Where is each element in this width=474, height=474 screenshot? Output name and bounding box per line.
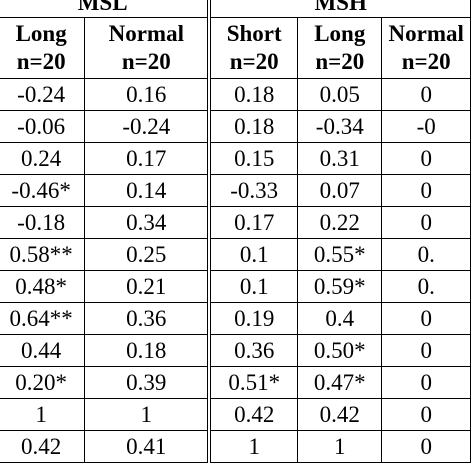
table-cell: 0.41 bbox=[84, 430, 212, 463]
table-cell: 0.58** bbox=[0, 238, 86, 271]
table-row: 0.44 0.18 0.36 0.50* 0 bbox=[0, 334, 471, 367]
table-cell: 0.18 bbox=[208, 110, 299, 143]
column-label: Long bbox=[15, 21, 67, 46]
table-cell: -0.18 bbox=[0, 206, 86, 239]
table-cell: 1 bbox=[297, 430, 383, 463]
table-cell: 0.05 bbox=[297, 78, 383, 111]
table-cell: 0.42 bbox=[297, 398, 383, 431]
table-row: -0.46* 0.14 -0.33 0.07 0 bbox=[0, 174, 471, 207]
table-cell: 0.42 bbox=[208, 398, 299, 431]
table-cell: 0 bbox=[381, 206, 471, 239]
table-cell: 0.19 bbox=[208, 302, 299, 335]
table-cell: 0.17 bbox=[208, 206, 299, 239]
table-cell: 0.1 bbox=[208, 238, 299, 271]
column-n: n=20 bbox=[401, 49, 451, 74]
column-header: Long n=20 bbox=[0, 17, 86, 79]
correlation-table: MSL MSH Long n=20 Normal n=20 Short n=20 Lo… bbox=[0, 0, 472, 463]
table-cell: 0.59* bbox=[297, 270, 383, 303]
table-cell: -0.46* bbox=[0, 174, 86, 207]
table-cell: 0.22 bbox=[297, 206, 383, 239]
table-cell: -0.06 bbox=[0, 110, 86, 143]
table-row: 0.48* 0.21 0.1 0.59* 0. bbox=[0, 270, 471, 303]
table-row: 0.64** 0.36 0.19 0.4 0 bbox=[0, 302, 471, 335]
table-row: -0.24 0.16 0.18 0.05 0 bbox=[0, 78, 471, 111]
column-label: Normal bbox=[388, 21, 464, 46]
table-row: 1 1 0.42 0.42 0 bbox=[0, 398, 471, 431]
table-cell: 0.36 bbox=[208, 334, 299, 367]
table-cell: 0.34 bbox=[84, 206, 212, 239]
table-cell: 0.18 bbox=[208, 78, 299, 111]
table-cell: 0.42 bbox=[0, 430, 86, 463]
table-cell: 1 bbox=[0, 398, 86, 431]
table-cell: 0.51* bbox=[208, 366, 299, 399]
column-header: Normal n=20 bbox=[381, 17, 471, 79]
table-cell: 1 bbox=[208, 430, 299, 463]
table-cell: 0. bbox=[381, 270, 471, 303]
table-cell: 0.31 bbox=[297, 142, 383, 175]
column-header: Normal n=20 bbox=[84, 17, 212, 79]
table-row: 0.20* 0.39 0.51* 0.47* 0 bbox=[0, 366, 471, 399]
table-cell: 0.1 bbox=[208, 270, 299, 303]
table-cell: 0.25 bbox=[84, 238, 212, 271]
table-cell: 0 bbox=[381, 302, 471, 335]
table-cell: 0.17 bbox=[84, 142, 212, 175]
table-cell: 0.55* bbox=[297, 238, 383, 271]
table-cell: 0.50* bbox=[297, 334, 383, 367]
table-cell: 0 bbox=[381, 334, 471, 367]
table-cell: 0.14 bbox=[84, 174, 212, 207]
table-cell: -0.33 bbox=[208, 174, 299, 207]
table-cell: 0.18 bbox=[84, 334, 212, 367]
table-cell: -0 bbox=[381, 110, 471, 143]
table-row: -0.18 0.34 0.17 0.22 0 bbox=[0, 206, 471, 239]
table-cell: 0.4 bbox=[297, 302, 383, 335]
column-header: Short n=20 bbox=[208, 17, 299, 79]
table-row: 0.42 0.41 1 1 0 bbox=[0, 430, 471, 463]
column-label: Short bbox=[226, 21, 282, 46]
table-cell: 1 bbox=[84, 398, 212, 431]
table-cell: 0.47* bbox=[297, 366, 383, 399]
table-cell: 0.44 bbox=[0, 334, 86, 367]
table-cell: 0.16 bbox=[84, 78, 212, 111]
column-label: Long bbox=[314, 21, 366, 46]
group-header-row: MSL MSH bbox=[0, 0, 472, 18]
table-cell: -0.24 bbox=[0, 78, 86, 111]
table-cell: -0.24 bbox=[84, 110, 212, 143]
table-cell: 0.20* bbox=[0, 366, 86, 399]
table-cell: 0 bbox=[381, 78, 471, 111]
table-cell: 0.64** bbox=[0, 302, 86, 335]
table-cell: 0 bbox=[381, 142, 471, 175]
column-label: Normal bbox=[108, 21, 184, 46]
table-cell: 0.39 bbox=[84, 366, 212, 399]
table-cell: 0. bbox=[381, 238, 471, 271]
table-cell: 0.15 bbox=[208, 142, 299, 175]
column-n: n=20 bbox=[229, 49, 279, 74]
table-row: -0.06 -0.24 0.18 -0.34 -0 bbox=[0, 110, 471, 143]
group-header-msh: MSH bbox=[208, 0, 472, 18]
table-cell: 0 bbox=[381, 430, 471, 463]
table-cell: 0.36 bbox=[84, 302, 212, 335]
column-n: n=20 bbox=[121, 49, 171, 74]
column-n: n=20 bbox=[16, 49, 66, 74]
table-cell: 0.21 bbox=[84, 270, 212, 303]
table-cell: 0 bbox=[381, 366, 471, 399]
table-cell: 0 bbox=[381, 398, 471, 431]
table-cell: 0.24 bbox=[0, 142, 86, 175]
column-header: Long n=20 bbox=[297, 17, 383, 79]
table-cell: 0.48* bbox=[0, 270, 86, 303]
table-row: 0.58** 0.25 0.1 0.55* 0. bbox=[0, 238, 471, 271]
table-cell: 0 bbox=[381, 174, 471, 207]
column-header-row: Long n=20 Normal n=20 Short n=20 Long n=20 N… bbox=[0, 17, 471, 79]
table-row: 0.24 0.17 0.15 0.31 0 bbox=[0, 142, 471, 175]
table-cell: 0.07 bbox=[297, 174, 383, 207]
group-header-msl: MSL bbox=[0, 0, 212, 18]
table-cell: -0.34 bbox=[297, 110, 383, 143]
column-n: n=20 bbox=[315, 49, 365, 74]
